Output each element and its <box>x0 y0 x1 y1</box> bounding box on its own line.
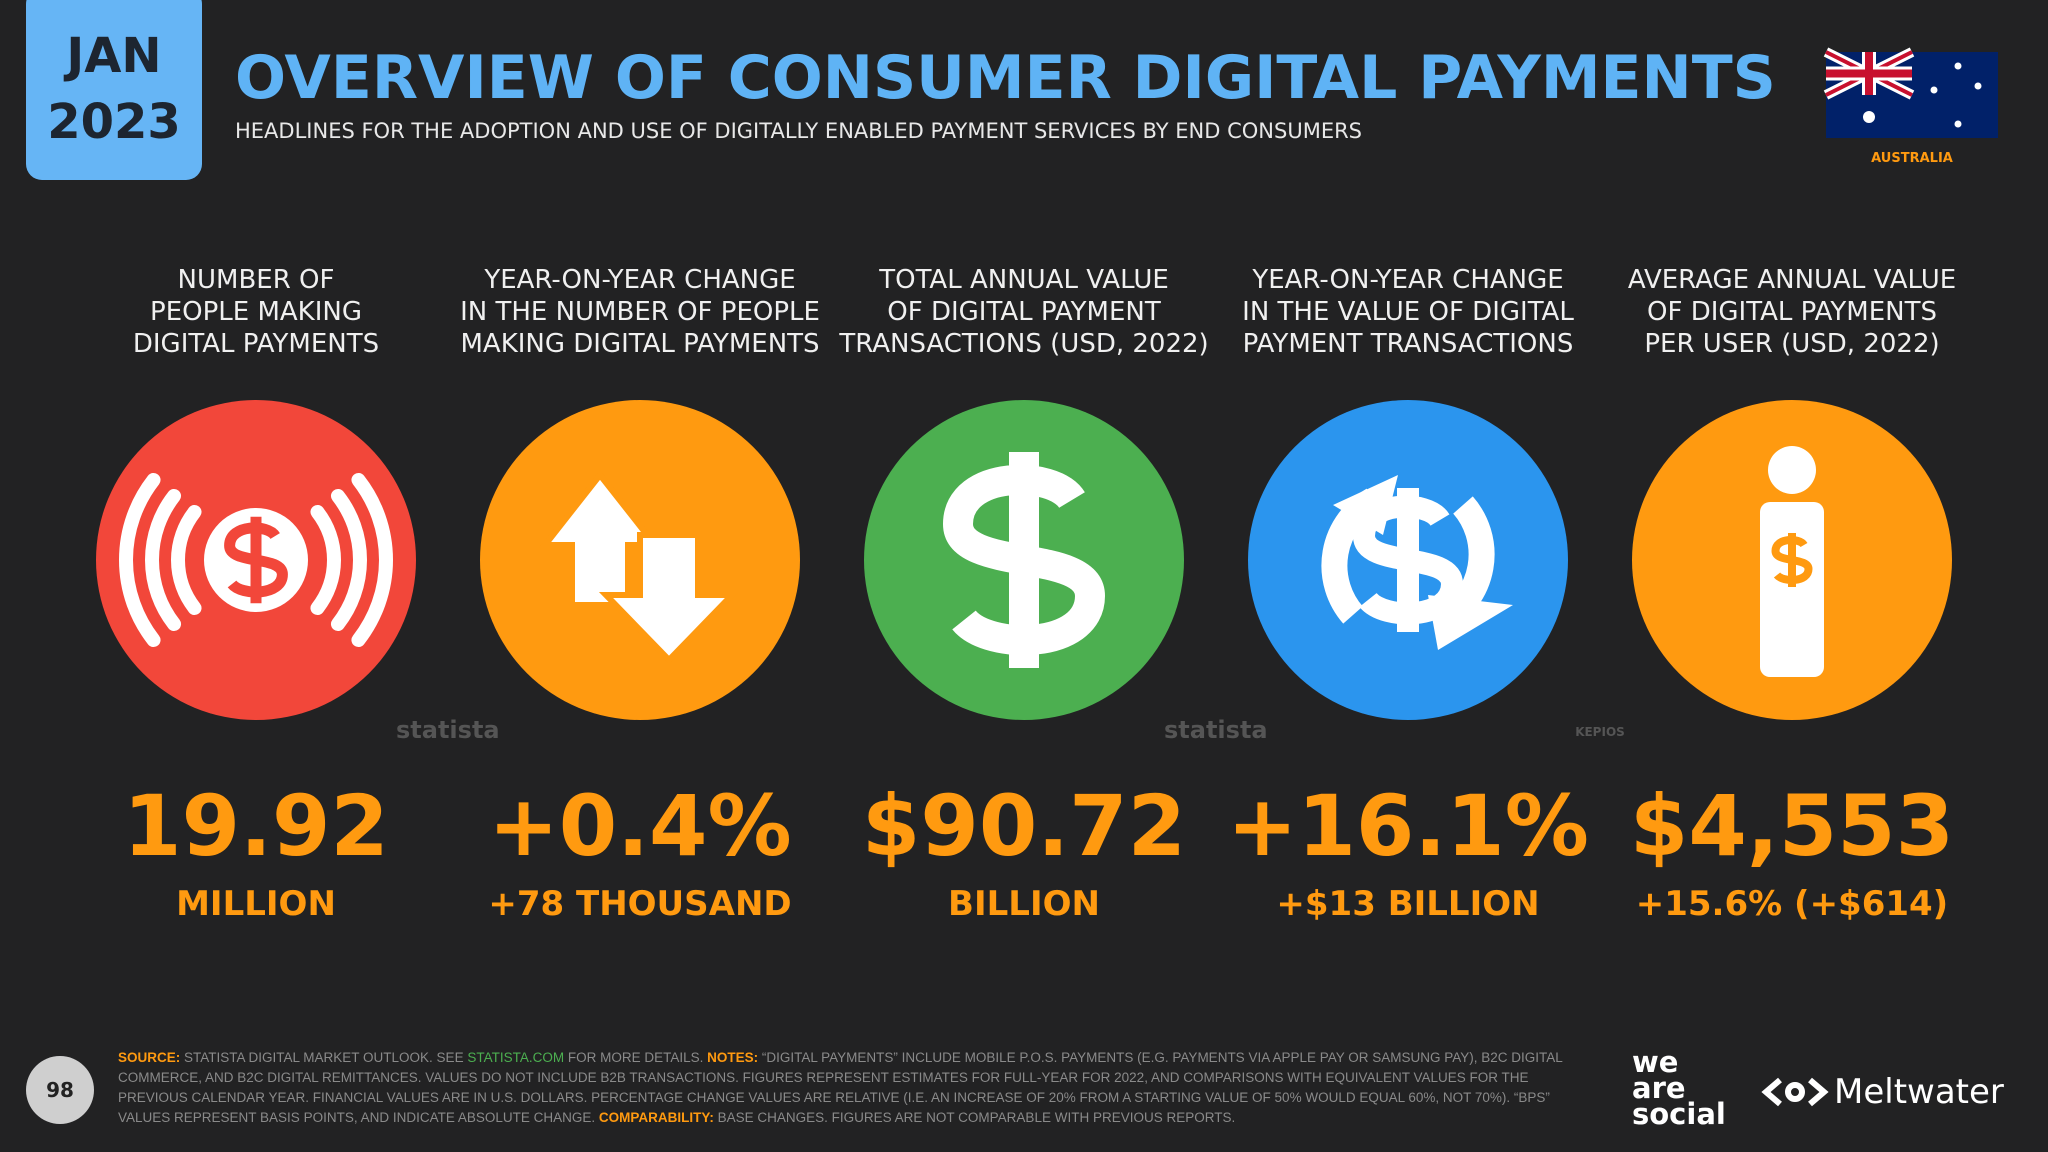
stat-label: YEAR-ON-YEAR CHANGE <box>1251 265 1563 295</box>
date-box <box>26 0 202 180</box>
stat-detail: +$13 BILLION <box>1276 884 1539 924</box>
stat-detail: +15.6% (+$614) <box>1636 884 1948 924</box>
icon-cycle-head <box>1333 475 1398 535</box>
stat-label: MAKING DIGITAL PAYMENTS <box>460 329 819 359</box>
source-watermark: statista <box>396 716 500 744</box>
stat-label: IN THE NUMBER OF PEOPLE <box>460 297 820 327</box>
stat-label: PEOPLE MAKING <box>150 297 362 327</box>
country-label: AUSTRALIA <box>1871 151 1953 166</box>
icon-wave <box>171 504 341 616</box>
stat-value: +0.4% <box>488 777 791 875</box>
stat-value: $4,553 <box>1630 777 1954 875</box>
brand-line: social <box>1632 1097 1726 1131</box>
icon-dollar <box>1352 488 1464 632</box>
icon-wave <box>145 488 367 632</box>
stat-label: PAYMENT TRANSACTIONS <box>1243 329 1574 359</box>
icon-head <box>1768 446 1816 494</box>
stat-detail: +78 THOUSAND <box>488 884 791 924</box>
footnote-segment: NOTES: <box>707 1050 759 1065</box>
stat-value: 19.92 <box>123 777 389 875</box>
footnotes: SOURCE: STATISTA DIGITAL MARKET OUTLOOK.… <box>118 1048 1598 1128</box>
footnote-segment: SOURCE: <box>118 1050 181 1065</box>
stat-icon <box>119 472 393 648</box>
stat-value: +16.1% <box>1227 777 1589 875</box>
footnote-segment: STATISTA DIGITAL MARKET OUTLOOK. SEE <box>180 1050 468 1065</box>
stat-label: OF DIGITAL PAYMENTS <box>1647 297 1937 327</box>
stat-icon <box>538 470 740 665</box>
stat-label: YEAR-ON-YEAR CHANGE <box>483 265 795 295</box>
meltwater-logo <box>1761 1077 1829 1107</box>
source-watermark: KEPIOS <box>1575 725 1625 739</box>
icon-cycle-head <box>1428 595 1513 650</box>
stat-label: TRANSACTIONS (USD, 2022) <box>838 329 1208 359</box>
page-number: 98 <box>46 1078 74 1102</box>
page-badge <box>26 1056 94 1124</box>
date-year: 2023 <box>47 94 181 150</box>
stat-detail: MILLION <box>176 884 336 924</box>
date-month: JAN <box>63 28 161 84</box>
footnote-segment: STATISTA.COM <box>467 1050 565 1065</box>
brand-meltwater: Meltwater <box>1834 1072 2004 1112</box>
stat-label: IN THE VALUE OF DIGITAL <box>1242 297 1574 327</box>
stat-icon <box>1321 475 1513 650</box>
icon-dollar <box>942 452 1106 668</box>
title: OVERVIEW OF CONSUMER DIGITAL PAYMENTS <box>235 43 1776 113</box>
icon-body <box>1760 502 1824 677</box>
icon-arrow-up <box>538 470 662 608</box>
flag <box>1823 47 1998 138</box>
footnote-segment: BASE CHANGES. FIGURES ARE NOT COMPARABLE… <box>713 1110 1236 1125</box>
stat-icon <box>942 452 1106 668</box>
stat-label: TOTAL ANNUAL VALUE <box>878 265 1169 295</box>
stat-label: DIGITAL PAYMENTS <box>133 329 379 359</box>
stat-icon <box>1760 446 1824 677</box>
stat-label: OF DIGITAL PAYMENT <box>887 297 1161 327</box>
footnote-segment: FOR MORE DETAILS. <box>564 1050 708 1065</box>
icon-arrow-down <box>598 532 740 665</box>
icon-dollar <box>1771 533 1813 587</box>
stat-value: $90.72 <box>862 777 1186 875</box>
brand-line: are <box>1632 1071 1686 1105</box>
stat-label: PER USER (USD, 2022) <box>1644 329 1939 359</box>
icon-dollar <box>224 516 288 604</box>
stat-detail: BILLION <box>948 884 1100 924</box>
footnote-segment: “DIGITAL PAYMENTS” INCLUDE MOBILE P.O.S.… <box>118 1050 1563 1125</box>
source-watermark: statista <box>1164 716 1268 744</box>
footnote-segment: COMPARABILITY: <box>598 1110 714 1125</box>
stat-label: AVERAGE ANNUAL VALUE <box>1628 265 1956 295</box>
icon-wave <box>119 472 393 648</box>
brand-line: we <box>1632 1045 1678 1079</box>
stat-label: NUMBER OF <box>178 265 335 295</box>
subtitle: HEADLINES FOR THE ADOPTION AND USE OF DI… <box>235 119 1362 143</box>
